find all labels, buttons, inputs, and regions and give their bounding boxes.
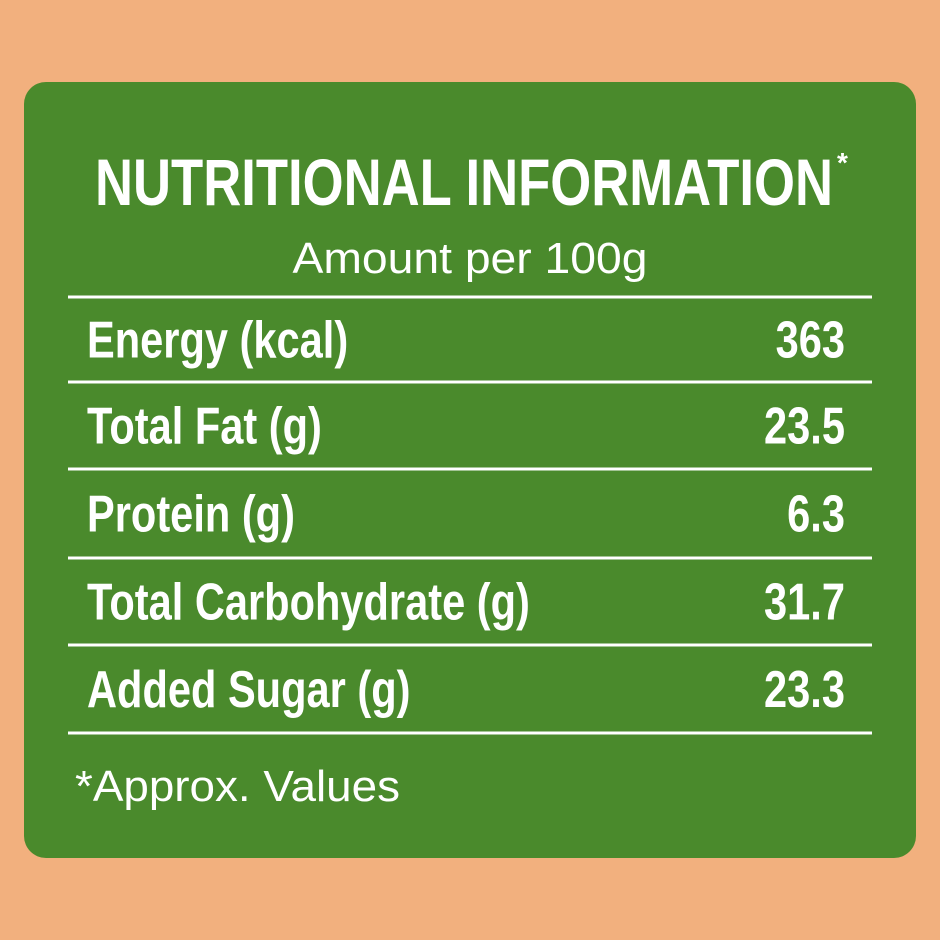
row-label-wrap: Total Fat (g) [87,396,322,455]
row-label: Total Carbohydrate (g) [87,572,530,631]
row-value-wrap: 6.3 [787,484,845,543]
row-value: 6.3 [787,484,845,543]
row-value: 31.7 [764,572,845,631]
title-asterisk: * [837,147,848,178]
row-divider [68,731,872,735]
row-label-wrap: Total Carbohydrate (g) [87,572,530,631]
row-label: Energy (kcal) [87,310,348,369]
row-value-wrap: 363 [776,310,845,369]
footnote: *Approx. Values [75,762,400,811]
row-label-wrap: Energy (kcal) [87,310,348,369]
row-value-wrap: 23.3 [764,660,845,719]
row-divider [68,643,872,647]
row-divider [68,295,872,299]
row-value: 23.5 [764,396,845,455]
row-divider [68,380,872,384]
subtitle: Amount per 100g [293,234,648,283]
table: Energy (kcal) 363 Total Fat (g) 23.5 Protein… [68,295,872,735]
row-value: 23.3 [764,660,845,719]
row-divider [68,467,872,471]
row-label: Protein (g) [87,484,295,543]
row-value-wrap: 31.7 [764,572,845,631]
row-label-wrap: Added Sugar (g) [87,660,410,719]
row-label: Total Fat (g) [87,396,322,455]
row-label-wrap: Protein (g) [87,484,295,543]
row-divider [68,556,872,560]
row-label: Added Sugar (g) [87,660,410,719]
title: NUTRITIONAL INFORMATION [95,145,833,219]
row-value: 363 [776,310,845,369]
row-value-wrap: 23.5 [764,396,845,455]
